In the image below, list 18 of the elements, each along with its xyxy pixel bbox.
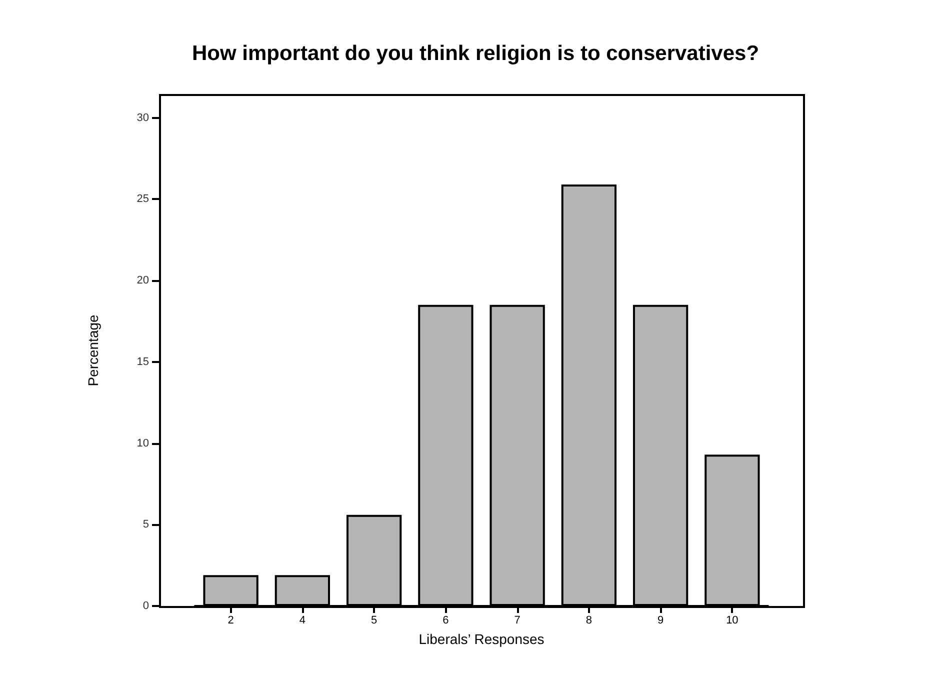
y-tick-label: 15 [136,356,149,368]
y-tick-label: 5 [142,518,149,531]
x-tick-label: 5 [371,614,378,626]
x-tick-label: 10 [726,614,738,626]
y-tick-label: 25 [136,193,149,206]
x-tick-label: 8 [586,614,592,626]
chart-title: How important do you think religion is to conservatives? [192,42,760,65]
x-tick-label: 2 [228,614,234,626]
x-tick-label: 4 [299,614,306,626]
x-axis-title: Liberals’ Responses [418,631,544,647]
y-axis-title: Percentage [85,314,101,386]
x-tick-label: 7 [514,614,520,626]
x-tick-label: 6 [442,614,449,626]
y-tick-label: 20 [136,274,149,287]
x-tick-label: 9 [658,614,664,626]
y-tick-label: 0 [142,600,149,612]
y-tick-label: 30 [136,112,149,124]
y-tick-label: 10 [136,437,149,450]
